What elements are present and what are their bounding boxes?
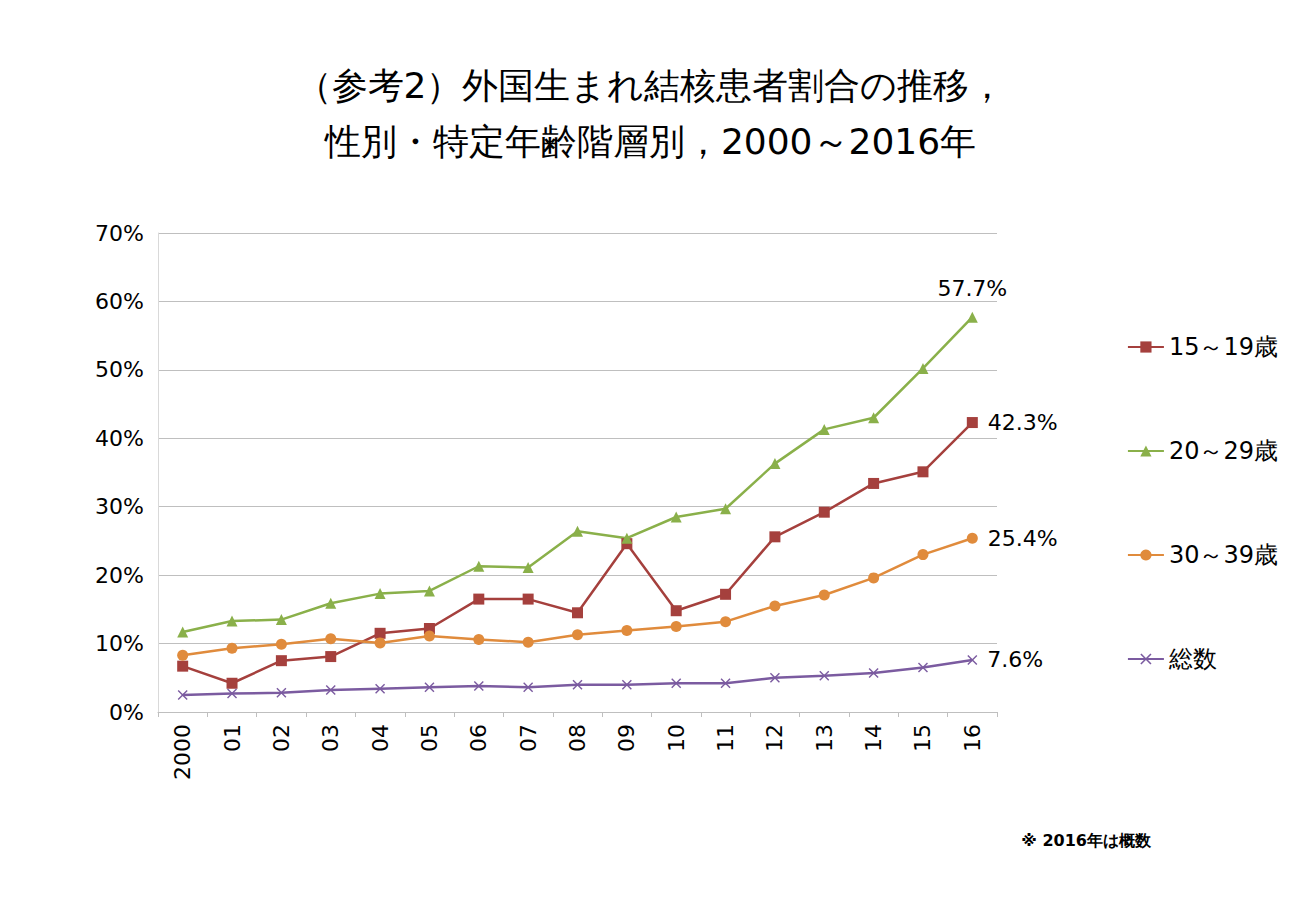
svg-text:12: 12 <box>762 724 787 752</box>
svg-text:7.6%: 7.6% <box>987 647 1043 672</box>
svg-text:70%: 70% <box>95 221 144 246</box>
svg-text:07: 07 <box>516 724 541 752</box>
svg-text:11: 11 <box>713 724 738 752</box>
svg-text:10: 10 <box>664 724 689 752</box>
svg-text:0%: 0% <box>109 700 144 725</box>
svg-text:性別・特定年齢階層別，2000～2016年: 性別・特定年齢階層別，2000～2016年 <box>324 121 976 162</box>
svg-text:06: 06 <box>466 724 491 752</box>
svg-text:13: 13 <box>812 724 837 752</box>
svg-text:2000: 2000 <box>170 724 195 780</box>
svg-text:14: 14 <box>861 724 886 752</box>
svg-text:42.3%: 42.3% <box>988 410 1058 435</box>
svg-text:01: 01 <box>220 724 245 752</box>
svg-text:50%: 50% <box>95 357 144 382</box>
svg-text:30%: 30% <box>95 494 144 519</box>
svg-text:（参考2）外国生まれ結核患者割合の推移，: （参考2）外国生まれ結核患者割合の推移， <box>296 65 1006 106</box>
svg-text:20～29歳: 20～29歳 <box>1169 437 1278 465</box>
svg-text:※ 2016年は概数: ※ 2016年は概数 <box>1021 831 1152 850</box>
svg-text:02: 02 <box>269 724 294 752</box>
svg-text:15～19歳: 15～19歳 <box>1169 333 1278 361</box>
svg-text:15: 15 <box>910 724 935 752</box>
svg-text:57.7%: 57.7% <box>937 276 1007 301</box>
svg-text:40%: 40% <box>95 426 144 451</box>
svg-text:09: 09 <box>614 724 639 752</box>
svg-text:30～39歳: 30～39歳 <box>1169 541 1278 569</box>
svg-text:25.4%: 25.4% <box>988 526 1058 551</box>
svg-text:03: 03 <box>318 724 343 752</box>
svg-text:16: 16 <box>960 724 985 752</box>
svg-text:04: 04 <box>368 724 393 752</box>
svg-text:10%: 10% <box>95 631 144 656</box>
svg-text:20%: 20% <box>95 563 144 588</box>
svg-text:08: 08 <box>565 724 590 752</box>
svg-text:総数: 総数 <box>1168 645 1217 673</box>
svg-text:60%: 60% <box>95 289 144 314</box>
svg-text:05: 05 <box>417 724 442 752</box>
